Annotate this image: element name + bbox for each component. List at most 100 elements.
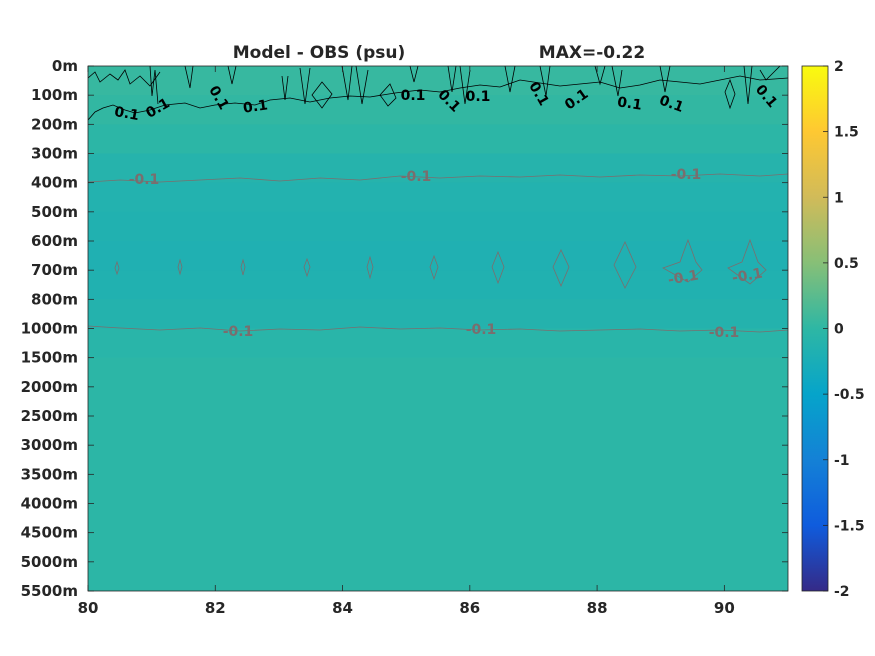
contour-diamond-6 <box>429 254 439 281</box>
x-axis: 80 82 84 86 88 90 <box>78 66 735 617</box>
contour-diamond-1 <box>114 260 120 276</box>
colorbar-tick-label: -0.5 <box>834 387 865 403</box>
colorbar-tick-label: -2 <box>834 584 850 600</box>
plot-area: 0.1 0.1 0.1 0.1 0.1 0.1 0.1 0.1 0.1 0.1 … <box>87 65 789 592</box>
x-tick-label: 80 <box>78 599 99 617</box>
contour-labels-minus-0.1: -0.1 -0.1 -0.1 -0.1 -0.1 -0.1 -0.1 -0.1 <box>129 167 764 341</box>
contour-wiggle-13 <box>504 66 516 93</box>
y-tick-label: 4000m <box>21 495 78 513</box>
contour-wiggle-8 <box>355 66 369 105</box>
colorbar: 2 1.5 1 0.5 0 -0.5 -1 -1.5 -2 <box>801 59 865 600</box>
contour-label: -0.1 <box>709 325 740 341</box>
contour-wiggle-18 <box>724 78 736 110</box>
contour-diamond-10 <box>662 238 703 283</box>
contour-wiggle-5 <box>299 67 311 105</box>
contour-diamond-4 <box>303 257 311 278</box>
contour-label: -0.1 <box>223 324 254 340</box>
contour-line-minus-0.1-lower <box>88 325 788 333</box>
contour-label: 0.1 <box>616 94 643 113</box>
chart-subtitle: MAX=-0.22 <box>539 43 645 63</box>
colorbar-tick-label: 2 <box>834 59 844 75</box>
colorbar-tick-label: 0 <box>834 322 844 338</box>
contour-wiggle-2 <box>184 66 194 89</box>
y-tick-label: 700m <box>31 261 78 279</box>
depth-band <box>88 66 788 96</box>
y-tick-label: 600m <box>31 232 78 250</box>
contour-wiggle-20 <box>759 66 781 81</box>
depth-band <box>88 357 788 591</box>
y-tick-label: 5000m <box>21 553 78 571</box>
contour-wiggle-4 <box>281 75 289 101</box>
depth-band <box>88 299 788 329</box>
y-tick-label: 400m <box>31 174 78 192</box>
depth-band <box>88 182 788 213</box>
contour-label: -0.1 <box>401 169 432 185</box>
contour-wiggle-15 <box>594 66 606 86</box>
contour-line-0.1-main <box>88 75 788 121</box>
depth-band <box>88 211 788 242</box>
contour-wiggle-3 <box>227 66 237 85</box>
contour-wiggle-7 <box>341 66 353 101</box>
colorbar-tick-label: 1.5 <box>834 125 859 141</box>
contour-wiggle-16 <box>611 66 623 97</box>
contour-diamond-11 <box>727 238 767 285</box>
x-tick-label: 84 <box>332 599 353 617</box>
contour-label: 0.1 <box>466 89 491 105</box>
depth-band <box>88 124 788 154</box>
y-tick-label: 800m <box>31 290 78 308</box>
contour-diamond-3 <box>240 258 246 276</box>
contour-wiggle-1 <box>149 66 159 105</box>
contour-label: 0.1 <box>401 88 426 104</box>
y-tick-label: 200m <box>31 115 78 133</box>
contour-diamond-7 <box>491 250 505 285</box>
contour-wiggle-17 <box>659 66 671 93</box>
y-tick-label: 4500m <box>21 524 78 542</box>
contour-wiggle-9 <box>379 83 397 107</box>
y-tick-label: 2000m <box>21 378 78 396</box>
contour-diamond-5 <box>366 255 374 280</box>
contour-line-minus-0.1-upper <box>88 173 788 183</box>
colorbar-tick-label: -1 <box>834 453 850 469</box>
contour-wiggle-19 <box>743 66 753 105</box>
contour-wiggle-12 <box>459 66 471 105</box>
chart-title: Model - OBS (psu) <box>233 43 406 63</box>
colorbar-tick-label: 1 <box>834 190 844 206</box>
contour-wiggle-10 <box>409 66 419 83</box>
contour-label: 0.1 <box>113 104 140 124</box>
depth-band <box>88 328 788 359</box>
y-tick-label: 300m <box>31 145 78 163</box>
contour-label: -0.1 <box>667 268 700 289</box>
y-tick-label: 100m <box>31 86 78 104</box>
y-tick-label: 2500m <box>21 407 78 425</box>
contour-line-0.1-left <box>88 69 161 87</box>
x-tick-label: 88 <box>587 599 608 617</box>
y-tick-label: 1000m <box>21 320 78 338</box>
depth-band <box>88 241 788 271</box>
contour-wiggle-11 <box>447 66 457 93</box>
depth-band <box>88 270 788 300</box>
y-axis: 0m 100m 200m 300m 400m 500m 600m 700m 800m 1000m 1… <box>21 57 788 600</box>
y-tick-label: 500m <box>31 203 78 221</box>
contour-label: -0.1 <box>466 322 497 338</box>
contour-label: 0.1 <box>657 92 686 116</box>
contour-label: -0.1 <box>671 167 702 183</box>
y-tick-label: 5500m <box>21 582 78 600</box>
contour-label: -0.1 <box>129 172 160 188</box>
y-tick-label: 3000m <box>21 436 78 454</box>
contour-wiggle-14 <box>539 66 551 97</box>
contour-label: 0.1 <box>242 97 269 116</box>
y-tick-label: 0m <box>52 57 78 75</box>
contour-diamond-9 <box>613 241 637 289</box>
contour-label: -0.1 <box>731 266 764 287</box>
contour-diamond-8 <box>552 249 570 288</box>
contour-diamond-2 <box>177 258 183 276</box>
contour-minus-0.1 <box>88 173 788 333</box>
colorbar-tick-label: -1.5 <box>834 518 865 534</box>
y-tick-label: 1500m <box>21 349 78 367</box>
colorbar-ticks: 2 1.5 1 0.5 0 -0.5 -1 -1.5 -2 <box>823 59 865 600</box>
y-tick-label: 3500m <box>21 465 78 483</box>
contour-wiggle-6 <box>311 81 333 109</box>
x-tick-label: 90 <box>714 599 735 617</box>
x-tick-label: 82 <box>205 599 226 617</box>
